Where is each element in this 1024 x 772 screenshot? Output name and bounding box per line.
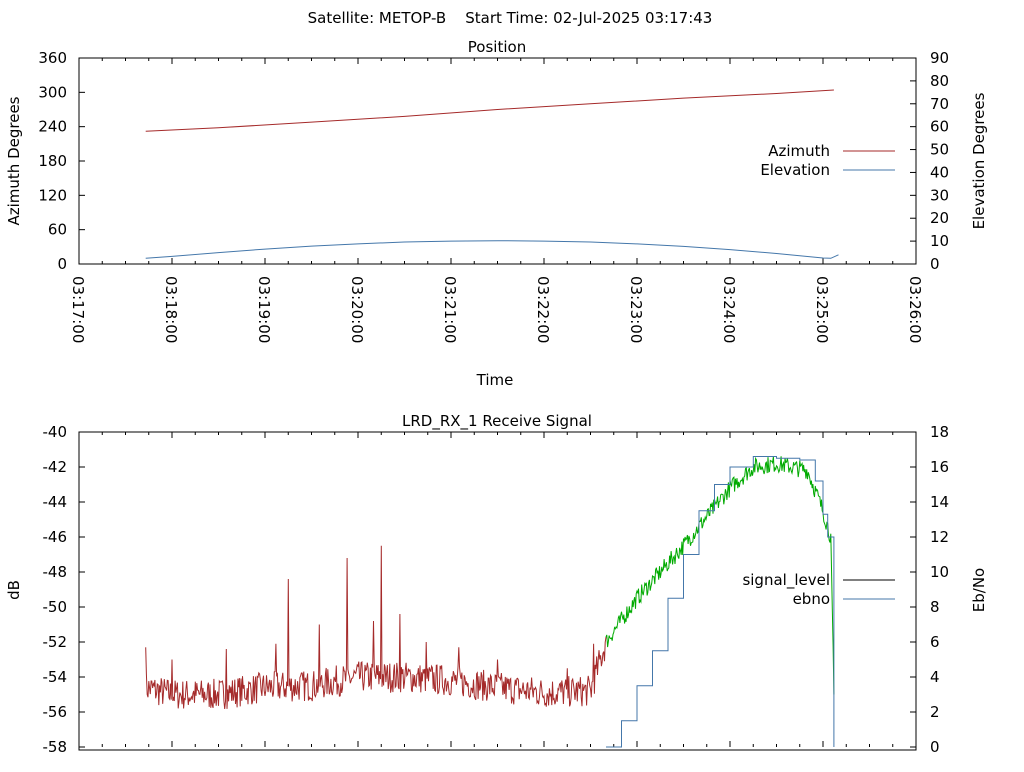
chart2-left-tick-labels: -58 -56 -54 -52 -50 -48 -46 -44 -42 -40: [43, 423, 68, 756]
chart1-xtick-label: 03:19:00: [255, 276, 273, 343]
chart1-ytick-label: 180: [38, 152, 67, 170]
chart1-y2tick-label: 30: [930, 186, 949, 204]
chart1-x-tick-labels: 03:17:00 03:18:00 03:19:00 03:20:00 03:21:00…: [69, 276, 924, 343]
chart2-ytick-label: -56: [43, 703, 68, 721]
chart2-ytick-label: -40: [43, 423, 68, 441]
series-signal-level-line: [145, 545, 607, 710]
chart1-y2tick-label: 90: [930, 49, 949, 67]
chart1-ticks: [78, 57, 917, 265]
chart1-xtick-label: 03:21:00: [441, 276, 459, 343]
chart2-y2label: Eb/No: [970, 568, 988, 612]
chart2-y2tick-label: 12: [930, 528, 949, 546]
chart2-legend: signal_level ebno: [742, 571, 895, 608]
chart2-series: [145, 456, 835, 748]
chart1-xtick-label: 03:26:00: [906, 276, 924, 343]
chart2-y2tick-label: 0: [930, 738, 940, 756]
chart2-y2tick-label: 4: [930, 668, 940, 686]
legend-elevation-label: Elevation: [760, 161, 830, 179]
legend-azimuth-label: Azimuth: [768, 142, 830, 160]
chart2-ytick-label: -46: [43, 528, 68, 546]
chart1-y2tick-label: 0: [930, 255, 940, 273]
chart2-y2tick-label: 10: [930, 563, 949, 581]
chart1-y2tick-label: 60: [930, 118, 949, 136]
legend-signal-level-label: signal_level: [742, 571, 830, 590]
chart1-legend: Azimuth Elevation: [760, 142, 895, 179]
chart1-y2tick-label: 20: [930, 209, 949, 227]
chart1-ytick-label: 120: [38, 186, 67, 204]
chart1-xlabel: Time: [476, 371, 514, 389]
chart2-y2tick-label: 6: [930, 633, 940, 651]
chart1-ylabel: Azimuth Degrees: [5, 96, 23, 225]
chart1-title: Position: [468, 38, 526, 56]
chart2-y2tick-label: 16: [930, 458, 949, 476]
chart1-xtick-label: 03:20:00: [348, 276, 366, 343]
chart2-right-tick-labels: 0 2 4 6 8 10 12 14 16 18: [930, 423, 949, 756]
chart1-right-tick-labels: 0 10 20 30 40 50 60 70 80 90: [930, 49, 949, 273]
chart2-plot-frame: [78, 431, 917, 751]
chart1-y2label: Elevation Degrees: [970, 92, 988, 229]
chart1-xtick-label: 03:23:00: [627, 276, 645, 343]
chart1-ytick-label: 300: [38, 83, 67, 101]
chart2-ytick-label: -44: [43, 493, 68, 511]
chart2-y2tick-label: 18: [930, 423, 949, 441]
chart1-xtick-label: 03:17:00: [69, 276, 87, 343]
series-signal-level-line: [605, 456, 835, 695]
chart1-y2tick-label: 70: [930, 95, 949, 113]
chart2-ytick-label: -58: [43, 738, 68, 756]
chart2-y2tick-label: 2: [930, 703, 940, 721]
chart2-y2tick-label: 14: [930, 493, 949, 511]
chart2-ytick-label: -54: [43, 668, 68, 686]
chart1-xtick-label: 03:24:00: [720, 276, 738, 343]
chart1-y2tick-label: 40: [930, 163, 949, 181]
chart2-ytick-label: -50: [43, 598, 68, 616]
chart2-y2tick-label: 8: [930, 598, 940, 616]
chart1-xtick-label: 03:22:00: [534, 276, 552, 343]
series-azimuth-line: [145, 89, 834, 132]
chart2-ytick-label: -48: [43, 563, 68, 581]
chart1-xtick-label: 03:18:00: [162, 276, 180, 343]
chart1-ytick-label: 240: [38, 118, 67, 136]
legend-ebno-label: ebno: [793, 590, 830, 608]
chart2-title: LRD_RX_1 Receive Signal: [402, 412, 592, 431]
chart2-ytick-label: -42: [43, 458, 68, 476]
chart2-ytick-label: -52: [43, 633, 68, 651]
figure-header: Satellite: METOP-B Start Time: 02-Jul-20…: [308, 9, 713, 27]
series-elevation-line: [145, 240, 839, 259]
chart1-ytick-label: 60: [48, 221, 67, 239]
chart2-ylabel: dB: [5, 580, 23, 600]
chart1-y2tick-label: 80: [930, 72, 949, 90]
chart1-series: [145, 89, 839, 259]
chart1-ytick-label: 360: [38, 49, 67, 67]
chart1-y2tick-label: 50: [930, 141, 949, 159]
chart1-xtick-label: 03:25:00: [813, 276, 831, 343]
chart1-left-tick-labels: 0 60 120 180 240 300 360: [38, 49, 67, 273]
chart1-ytick-label: 0: [57, 255, 67, 273]
chart2-ticks: [78, 431, 917, 748]
series-ebno-line: [606, 456, 835, 748]
chart1-y2tick-label: 10: [930, 232, 949, 250]
